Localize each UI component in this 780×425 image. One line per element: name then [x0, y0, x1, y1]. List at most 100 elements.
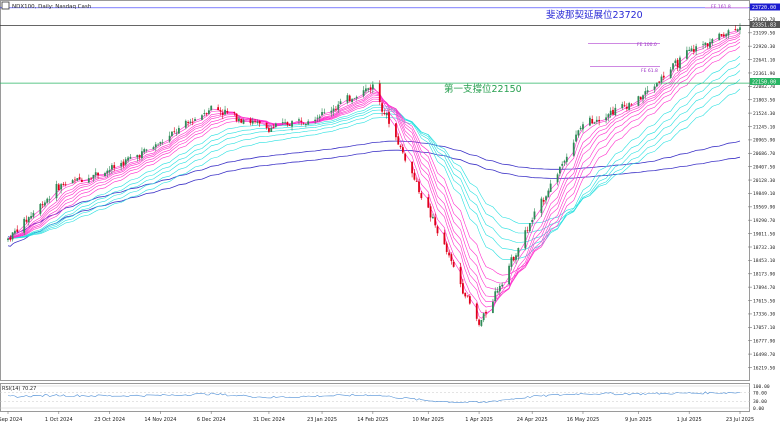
candle-body — [589, 117, 591, 126]
candle-body — [302, 123, 305, 124]
candle-body — [533, 211, 536, 220]
candle-body — [464, 292, 467, 297]
candle-body — [450, 254, 453, 262]
candle-body — [607, 114, 610, 118]
candle-body — [565, 156, 568, 162]
candle-body — [337, 104, 340, 110]
price-tick-label: 21803.50 — [753, 98, 775, 104]
candle-body — [318, 116, 321, 119]
candle-body — [734, 29, 737, 31]
candle-body — [579, 127, 582, 130]
candle-body — [136, 154, 139, 158]
candle-body — [113, 165, 116, 168]
candle-body — [48, 199, 51, 200]
candle-body — [154, 144, 157, 148]
candle-body — [369, 87, 372, 90]
candle-body — [658, 81, 661, 83]
candle-body — [62, 183, 65, 186]
candle-body — [420, 193, 423, 199]
candle-body — [688, 49, 691, 52]
candle-body — [274, 123, 277, 127]
candle-body — [233, 112, 236, 113]
candle-body — [304, 124, 307, 125]
date-tick-label: 1 Jul 2025 — [677, 417, 702, 423]
candle-body — [531, 219, 534, 223]
candle-body — [60, 184, 63, 190]
candle-body — [706, 43, 709, 47]
candle-body — [362, 90, 365, 96]
price-tick-label: 22641.10 — [753, 57, 775, 63]
candle-body — [637, 96, 640, 106]
candle-body — [46, 198, 49, 203]
symbol-label: NDX100, Daily: Nasdaq Cash — [12, 4, 92, 10]
price-tick-label: 22361.90 — [753, 71, 775, 77]
candle-body — [429, 206, 432, 218]
price-tick-label: 17894.70 — [753, 285, 775, 291]
candle-body — [217, 107, 220, 110]
date-tick-label: 1 Apr 2025 — [465, 417, 493, 423]
ribbon-long-line — [7, 63, 741, 251]
candle-body — [702, 44, 704, 46]
candle-body — [609, 110, 612, 115]
candle-body — [173, 131, 176, 133]
candle-body — [383, 112, 386, 115]
candle-body — [41, 204, 44, 206]
price-tick-label: 16777.90 — [753, 339, 775, 345]
candle-body — [316, 117, 319, 119]
candle-body — [508, 265, 510, 285]
current-price-tag-text: 23351.83 — [752, 23, 776, 29]
candle-body — [92, 174, 95, 179]
date-tick-label: 14 Nov 2024 — [144, 417, 176, 423]
candle-body — [138, 155, 141, 158]
candle-body — [510, 257, 513, 267]
candle-body — [238, 118, 240, 122]
candle-body — [332, 108, 335, 112]
candle-body — [642, 95, 644, 100]
candle-body — [644, 91, 647, 95]
candle-body — [191, 121, 194, 123]
candle-body — [655, 82, 658, 87]
candle-body — [127, 157, 129, 161]
ribbon-short-line — [7, 41, 741, 284]
candle-body — [593, 122, 596, 124]
candle-body — [157, 144, 159, 146]
date-tick-label: 24 Apr 2025 — [517, 417, 548, 423]
candle-body — [572, 142, 575, 156]
candle-body — [210, 105, 213, 111]
candle-body — [129, 156, 132, 159]
candle-body — [300, 120, 303, 122]
candle-body — [501, 284, 504, 287]
candle-body — [76, 178, 79, 181]
candle-body — [106, 170, 109, 174]
candle-body — [711, 39, 714, 43]
ribbon-short-line — [7, 30, 741, 314]
candle-body — [695, 46, 698, 52]
candle-body — [270, 128, 273, 132]
candle-body — [281, 122, 284, 124]
candle-body — [388, 112, 390, 124]
chart-menu-icon[interactable] — [1, 1, 10, 10]
candle-body — [725, 34, 728, 37]
rsi-level-label: 70.00 — [753, 390, 767, 396]
candle-body — [685, 50, 688, 59]
fe-161-label: FE 161.8 — [711, 4, 731, 10]
ribbon-short-line — [7, 32, 741, 308]
candle-body — [80, 179, 83, 182]
date-tick-label: 6 Dec 2024 — [197, 417, 226, 423]
candle-body — [254, 121, 256, 123]
candle-body — [189, 121, 192, 123]
candle-body — [122, 161, 125, 166]
candle-body — [7, 238, 9, 241]
candle-body — [595, 119, 598, 122]
candle-body — [462, 283, 464, 294]
price-tick-label: 22920.30 — [753, 44, 775, 50]
candle-body — [524, 230, 527, 249]
candle-body — [14, 230, 16, 234]
price-tick-label: 19569.90 — [753, 205, 775, 211]
support-annotation: 第一支撐位22150 — [444, 83, 522, 95]
candle-body — [55, 183, 58, 199]
candle-body — [256, 121, 259, 123]
candle-body — [367, 88, 370, 90]
candle-body — [240, 119, 243, 123]
